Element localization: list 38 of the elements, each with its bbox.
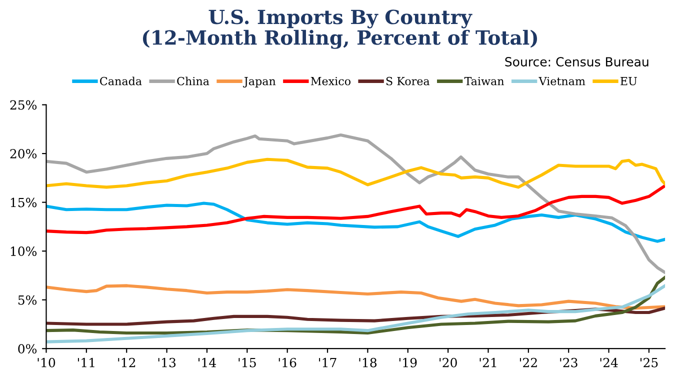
- chart-title: U.S. Imports By Country (12-Month Rolling, Percent of Total): [142, 10, 538, 49]
- x-tick-label: '11: [78, 358, 94, 368]
- legend-label: China: [177, 76, 210, 86]
- legend-label: S Korea: [386, 76, 430, 86]
- x-tick-label: '14: [198, 358, 216, 368]
- x-tick-label: '23: [560, 358, 578, 368]
- x-tick-label: '22: [520, 358, 537, 368]
- x-tick-label: '25: [640, 358, 658, 368]
- x-tick-label: '12: [118, 358, 136, 368]
- line-series: [46, 284, 666, 310]
- legend-label: Japan: [243, 77, 276, 88]
- x-tick-label: '10: [38, 358, 56, 368]
- x-tick-label: '13: [158, 358, 176, 368]
- x-tick-label: '21: [480, 358, 496, 368]
- line-series: [46, 158, 666, 189]
- y-tick-label: 20%: [10, 149, 37, 158]
- legend-label: EU: [620, 77, 637, 86]
- x-tick-label: '19: [399, 358, 417, 368]
- y-tick-label: 10%: [10, 246, 37, 256]
- line-series: [46, 133, 666, 274]
- y-tick-label: 0%: [18, 344, 37, 354]
- x-tick-label: '20: [440, 358, 457, 368]
- legend-label: Mexico: [310, 76, 350, 86]
- y-tick-label: 5%: [18, 295, 37, 305]
- legend-label: Vietnam: [538, 76, 586, 86]
- x-tick-label: '16: [278, 358, 296, 368]
- legend-label: Canada: [100, 76, 142, 86]
- x-tick-label: '18: [359, 358, 377, 368]
- y-tick-label: 15%: [10, 198, 37, 208]
- line-series: [46, 202, 666, 243]
- y-tick-label: 25%: [10, 100, 37, 110]
- legend-label: Taiwan: [464, 76, 504, 86]
- line-series: [46, 284, 666, 344]
- x-tick-label: '15: [238, 358, 256, 368]
- x-tick-label: '24: [600, 358, 618, 368]
- line-series: [46, 184, 666, 234]
- x-tick-label: '17: [319, 358, 336, 368]
- source-note: Source: Census Bureau: [505, 57, 648, 66]
